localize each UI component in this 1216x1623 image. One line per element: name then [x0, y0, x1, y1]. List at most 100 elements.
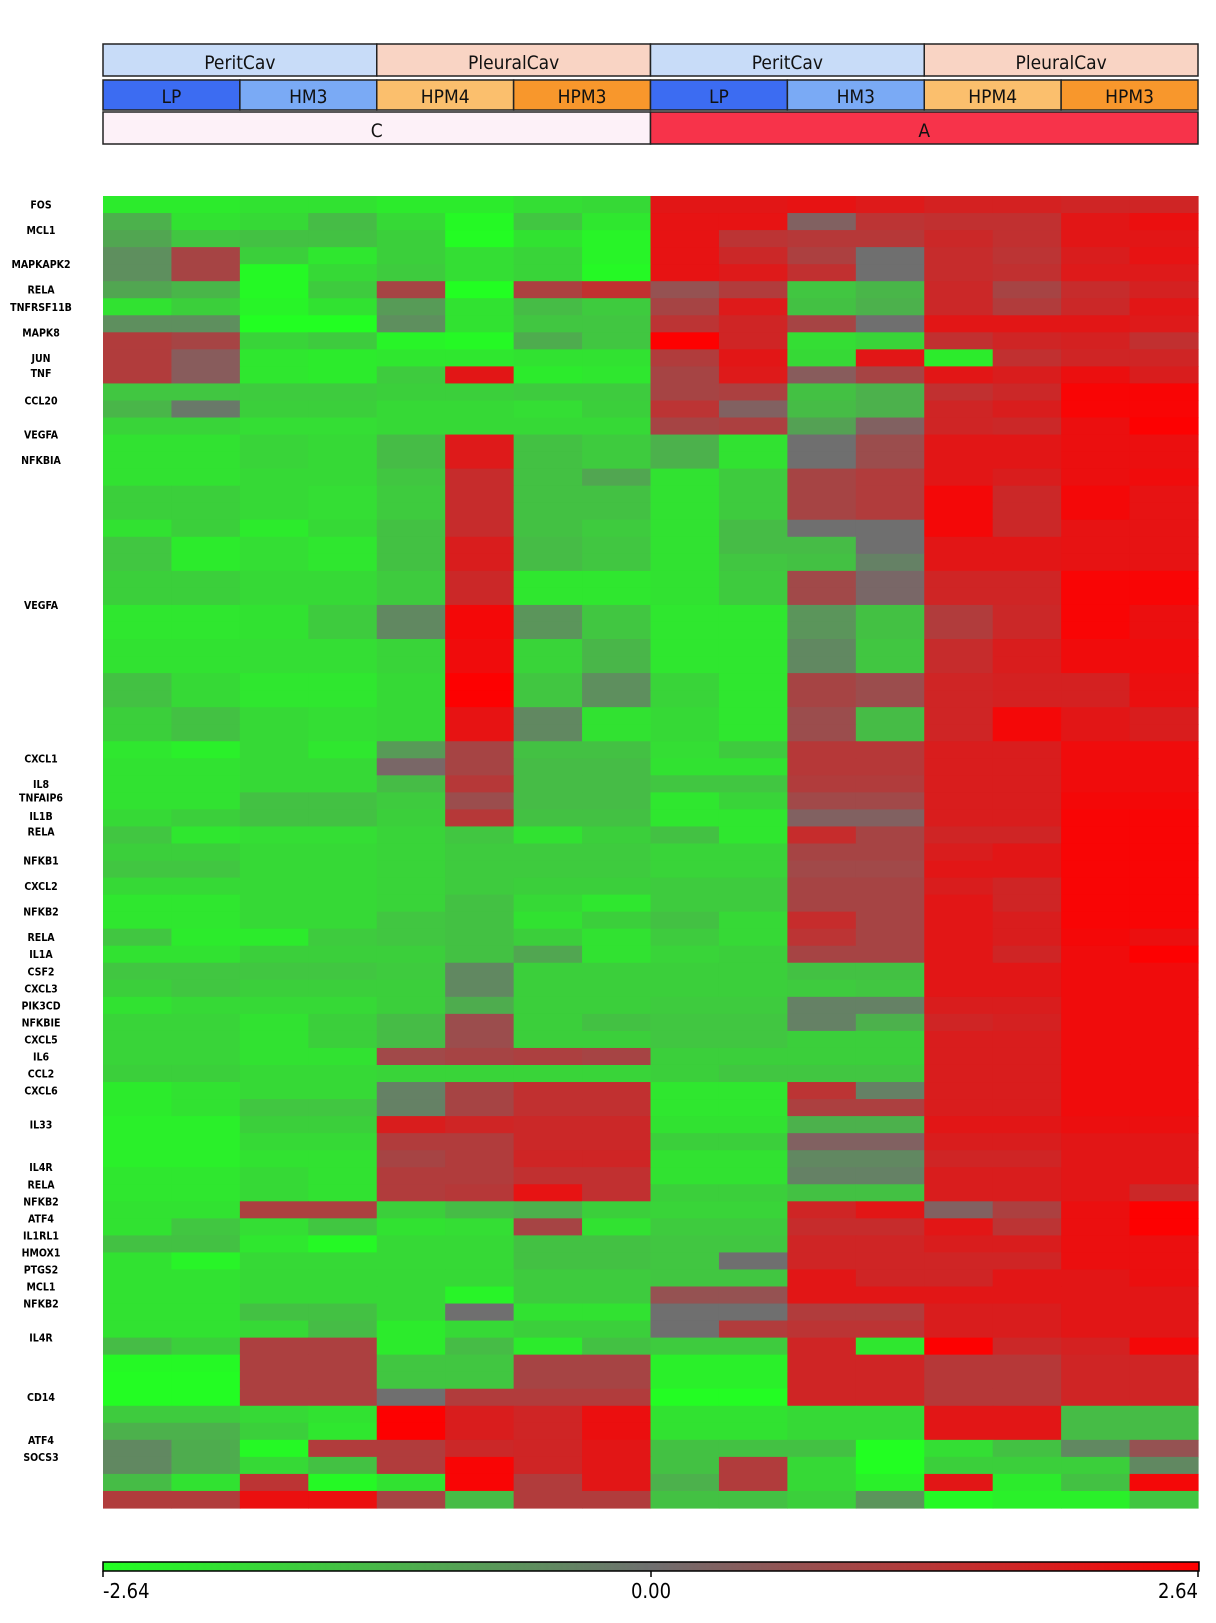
heatmap-cell [787, 502, 857, 521]
heatmap-cell [513, 1252, 583, 1271]
heatmap-cell [445, 945, 515, 964]
heatmap-cell [239, 332, 309, 350]
heatmap-cell [239, 1167, 309, 1185]
heatmap-cell [171, 502, 241, 521]
header-cell_line-segment [239, 79, 378, 111]
heatmap-cell [992, 843, 1062, 862]
heatmap-cell [650, 587, 720, 606]
heatmap-cell [103, 1013, 173, 1032]
heatmap-cell [513, 1439, 583, 1458]
heatmap-cell [1129, 1013, 1199, 1032]
heatmap-cell [924, 417, 994, 436]
heatmap-cell [445, 315, 515, 333]
heatmap-cell [445, 502, 515, 521]
heatmap-cell [171, 1456, 241, 1475]
heatmap-cell [376, 553, 446, 572]
heatmap-cell [992, 485, 1062, 504]
heatmap-cell [513, 809, 583, 828]
heatmap-cell [376, 1473, 446, 1492]
heatmap-cell [718, 673, 788, 691]
heatmap-cell [650, 775, 720, 793]
heatmap-cell [513, 1167, 583, 1185]
heatmap-cell [992, 298, 1062, 316]
heatmap-cell [239, 451, 309, 470]
heatmap-cell [992, 1047, 1062, 1066]
heatmap-cell [376, 741, 446, 759]
heatmap-cell [1061, 1235, 1131, 1254]
heatmap-cell [787, 400, 857, 419]
heatmap-cell [718, 1371, 788, 1390]
heatmap-cell [308, 366, 378, 385]
heatmap-cell [582, 383, 652, 402]
heatmap-cell [445, 366, 515, 385]
heatmap-cell [308, 604, 378, 623]
heatmap-cell [924, 451, 994, 470]
heatmap-cell [1129, 1133, 1199, 1151]
color-scale-gradient [102, 1561, 1200, 1572]
heatmap-cell [513, 230, 583, 248]
heatmap-cell [718, 1439, 788, 1458]
heatmap-cell [103, 877, 173, 896]
heatmap-cell [445, 962, 515, 981]
heatmap-cell [445, 1150, 515, 1168]
heatmap-cell [855, 1286, 925, 1305]
heatmap-cell [308, 843, 378, 862]
header-cell_line-label: HM3 [289, 86, 327, 108]
heatmap-cell [513, 468, 583, 487]
heatmap-cell [650, 332, 720, 350]
heatmap-cell [855, 349, 925, 367]
heatmap-cell [855, 1388, 925, 1407]
heatmap-cell [787, 1082, 857, 1100]
heatmap-cell [376, 1133, 446, 1151]
heatmap-cell [718, 1133, 788, 1151]
heatmap-cell [992, 366, 1062, 385]
heatmap-cell [308, 349, 378, 367]
heatmap-cell [445, 639, 515, 657]
heatmap-cell [1129, 1150, 1199, 1168]
heatmap-cell [582, 1422, 652, 1441]
heatmap-cell [1129, 1201, 1199, 1219]
heatmap-cell [992, 775, 1062, 793]
gene-label: NFKBIE [22, 1017, 61, 1029]
heatmap-cell [787, 775, 857, 793]
heatmap-cell [924, 1303, 994, 1322]
heatmap-cell [1061, 1371, 1131, 1390]
heatmap-cell [1061, 1116, 1131, 1134]
heatmap-cell [1061, 400, 1131, 419]
heatmap-cell [103, 417, 173, 436]
heatmap-cell [171, 1354, 241, 1373]
heatmap-cell [1061, 826, 1131, 845]
heatmap-cell [924, 366, 994, 385]
header-tissue-segment [923, 43, 1199, 77]
heatmap-cell [239, 434, 309, 453]
heatmap-cell [1129, 996, 1199, 1015]
heatmap-cell [103, 1354, 173, 1373]
heatmap-cell [992, 962, 1062, 981]
heatmap-cell [445, 1473, 515, 1492]
heatmap-cell [924, 468, 994, 487]
heatmap-cell [171, 911, 241, 930]
heatmap-cell [171, 707, 241, 725]
heatmap-cell [445, 1082, 515, 1100]
heatmap-cell [171, 1252, 241, 1271]
heatmap-cell [582, 945, 652, 964]
gene-label: FOS [30, 200, 51, 212]
header-tissue-segment [649, 43, 925, 77]
gene-label: CSF2 [28, 966, 55, 978]
gene-label: NFKBIA [21, 455, 61, 467]
heatmap-cell [992, 1473, 1062, 1492]
heatmap-cell [103, 690, 173, 708]
heatmap-cell [376, 519, 446, 538]
heatmap-cell [103, 724, 173, 742]
heatmap-cell [513, 996, 583, 1015]
heatmap-cell [718, 349, 788, 367]
heatmap-cell [582, 911, 652, 930]
heatmap-cell [787, 247, 857, 265]
heatmap-cell [103, 1456, 173, 1475]
heatmap-cell [718, 213, 788, 231]
gene-label: CD14 [27, 1392, 55, 1404]
heatmap-cell [1061, 707, 1131, 725]
heatmap-cell [855, 298, 925, 316]
heatmap-cell [924, 1184, 994, 1202]
heatmap-cell [1061, 809, 1131, 828]
